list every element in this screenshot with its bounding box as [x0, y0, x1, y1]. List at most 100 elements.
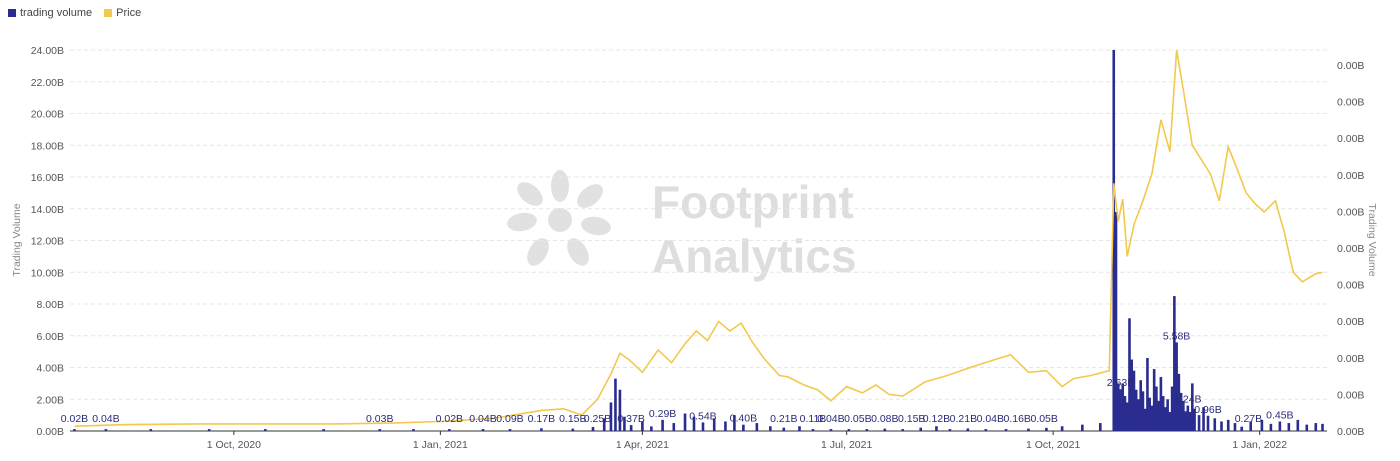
volume-bar	[782, 427, 786, 431]
volume-bar	[1170, 386, 1174, 431]
bar-data-label: 0.05B	[844, 413, 871, 425]
bar-data-label: 0.15B	[559, 413, 586, 425]
volume-bar	[1157, 400, 1160, 431]
volume-bar	[1125, 402, 1129, 431]
volume-bar	[1004, 429, 1008, 431]
y-tick-label: 2.00B	[37, 394, 64, 406]
volume-bar	[609, 402, 613, 431]
volume-bar	[104, 429, 108, 431]
bar-data-label: 0.21B	[950, 413, 977, 425]
bar-data-label: 0.96B	[1194, 404, 1221, 416]
watermark-line2: Analytics	[652, 230, 857, 282]
volume-bar	[798, 426, 801, 431]
volume-bar	[1305, 424, 1309, 431]
volume-bar	[1226, 419, 1230, 431]
volume-bar	[322, 429, 325, 431]
volume-bar	[672, 423, 676, 431]
volume-bar	[1128, 318, 1131, 431]
volume-bar	[641, 421, 644, 431]
volume-bar	[865, 429, 869, 431]
y2-tick-label: 0.00B	[1337, 133, 1364, 145]
bar-data-label: 0.11B	[800, 413, 827, 425]
volume-bar	[692, 416, 696, 431]
bar-data-label: 0.37B	[617, 413, 644, 425]
bar-data-label: 2.63B	[1107, 377, 1134, 389]
y-tick-label: 10.00B	[31, 267, 64, 279]
y-tick-label: 16.00B	[31, 172, 64, 184]
volume-bar	[1045, 427, 1048, 431]
volume-bar	[901, 429, 905, 431]
bar-data-label: 0.29B	[649, 408, 676, 420]
bar-data-label: 5.58B	[1163, 330, 1190, 342]
legend-label-price: Price	[116, 7, 142, 19]
volume-bar	[591, 427, 595, 431]
volume-bar	[966, 428, 970, 431]
price-line	[74, 49, 1323, 427]
y2-tick-label: 0.00B	[1337, 280, 1364, 292]
volume-bar	[1213, 418, 1217, 431]
volume-bar	[207, 429, 211, 431]
y2-tick-label: 0.00B	[1337, 426, 1364, 438]
volume-bar	[1143, 408, 1147, 431]
volume-bar	[1249, 421, 1252, 431]
volume-bars	[73, 50, 1324, 431]
y-tick-label: 14.00B	[31, 204, 64, 216]
volume-bar	[1206, 415, 1210, 431]
volume-bar	[623, 416, 626, 431]
y-tick-label: 8.00B	[37, 299, 64, 311]
volume-bar	[1152, 369, 1156, 431]
x-tick-label: 1 Jan, 2022	[1232, 439, 1287, 451]
bar-data-label: 0.09B	[496, 413, 523, 425]
volume-bar	[1114, 211, 1118, 431]
volume-bar	[847, 429, 851, 431]
bar-data-label: 0.05B	[1030, 413, 1057, 425]
left-axis: 0.00B 2.00B 4.00B 6.00B 8.00B 10.00B 12.00B 14.…	[31, 45, 64, 438]
bar-data-label: 0.45B	[1266, 409, 1293, 421]
volume-bar	[1173, 296, 1176, 431]
y-tick-label: 18.00B	[31, 140, 64, 152]
legend-label-volume: trading volume	[20, 7, 93, 19]
volume-bar	[984, 429, 988, 431]
y2-tick-label: 0.00B	[1337, 243, 1364, 255]
volume-bar	[1166, 399, 1169, 431]
bar-labels: 0.02B 0.04B 0.03B 0.02B 0.04B 0.09B 0.17B 0.15B…	[61, 330, 1294, 425]
bar-data-label: 0.02B	[436, 413, 463, 425]
volume-bar	[829, 429, 833, 431]
volume-bar	[935, 426, 938, 431]
volume-bar	[1191, 383, 1194, 431]
volume-bar	[1098, 423, 1102, 431]
bar-data-label: 0.12B	[923, 413, 950, 425]
right-axis-title: Trading Volume	[1366, 203, 1378, 276]
bar-data-label: 0.04B	[977, 413, 1004, 425]
legend-item-volume[interactable]: trading volume	[8, 7, 92, 19]
legend-item-price[interactable]: Price	[104, 7, 141, 19]
volume-bar	[73, 429, 76, 431]
volume-bar	[1269, 423, 1273, 431]
volume-bar	[1184, 411, 1187, 431]
volume-bar	[948, 429, 952, 431]
volume-bar	[650, 426, 653, 431]
legend-swatch-price	[104, 9, 113, 17]
y-tick-label: 22.00B	[31, 77, 64, 89]
y-tick-label: 12.00B	[31, 236, 64, 248]
bar-data-label: 0.54B	[689, 410, 716, 422]
volume-bar	[1168, 411, 1172, 431]
volume-bar	[1159, 377, 1163, 431]
volume-bar	[1141, 391, 1145, 431]
right-axis: 0.00B 0.00B 0.00B 0.00B 0.00B 0.00B 0.00B 0.00B…	[1337, 60, 1364, 438]
volume-bar	[1112, 50, 1116, 431]
volume-bar	[1148, 397, 1151, 431]
volume-bar	[811, 429, 815, 431]
bar-data-label: 0.04B	[92, 413, 119, 425]
bar-data-label: 0.08B	[871, 413, 898, 425]
volume-bar	[412, 429, 415, 431]
x-tick-label: 1 Jan, 2021	[413, 439, 468, 451]
volume-bar	[602, 418, 606, 431]
watermark-logo-icon	[507, 170, 611, 266]
volume-bar	[1116, 383, 1120, 431]
y2-tick-label: 0.00B	[1337, 206, 1364, 218]
volume-bar	[1155, 386, 1158, 431]
y-tick-label: 4.00B	[37, 363, 64, 375]
volume-bar	[1081, 424, 1084, 431]
